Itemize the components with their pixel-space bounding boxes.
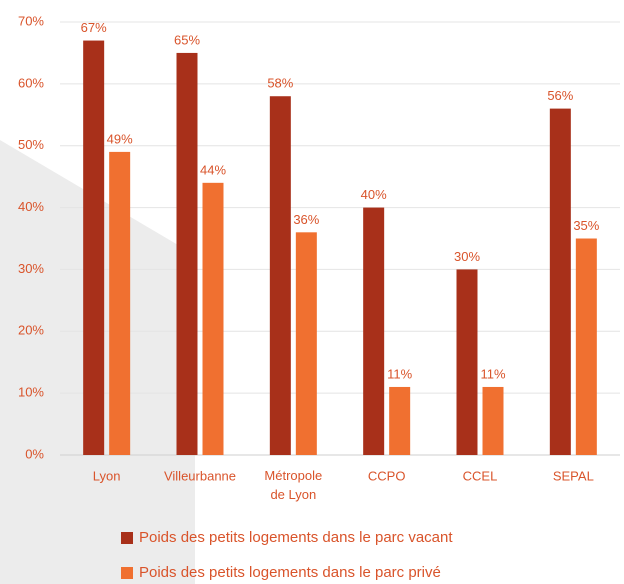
y-tick-label: 70% bbox=[18, 13, 44, 28]
bar bbox=[83, 40, 105, 456]
data-label: 49% bbox=[107, 131, 133, 146]
bar bbox=[109, 151, 131, 455]
y-tick-label: 30% bbox=[18, 261, 44, 276]
x-tick-label: Lyon bbox=[93, 468, 121, 483]
legend-label: Poids des petits logements dans le parc … bbox=[139, 564, 441, 581]
bar bbox=[269, 96, 291, 455]
bar bbox=[389, 386, 411, 455]
x-tick-label: CCPO bbox=[368, 468, 406, 483]
data-label: 36% bbox=[293, 212, 319, 227]
bar bbox=[575, 238, 597, 455]
bar bbox=[482, 386, 504, 455]
y-tick-label: 0% bbox=[25, 446, 44, 461]
x-tick-label: Villeurbanne bbox=[164, 468, 236, 483]
x-tick-label: SEPAL bbox=[553, 468, 594, 483]
legend-swatch bbox=[121, 567, 133, 579]
data-label: 65% bbox=[174, 32, 200, 47]
data-label: 58% bbox=[267, 76, 293, 91]
x-tick-label: Métropole de Lyon bbox=[264, 468, 322, 502]
y-tick-label: 20% bbox=[18, 323, 44, 338]
data-label: 40% bbox=[361, 187, 387, 202]
y-tick-label: 50% bbox=[18, 137, 44, 152]
legend-label: Poids des petits logements dans le parc … bbox=[139, 529, 453, 546]
y-tick-label: 60% bbox=[18, 75, 44, 90]
data-label: 11% bbox=[387, 366, 412, 381]
legend-swatch bbox=[121, 532, 133, 544]
bar bbox=[456, 269, 478, 455]
data-label: 56% bbox=[547, 88, 573, 103]
bar bbox=[295, 232, 317, 455]
data-label: 11% bbox=[480, 366, 505, 381]
bar bbox=[363, 207, 385, 455]
y-tick-label: 10% bbox=[18, 385, 44, 400]
data-label: 30% bbox=[454, 249, 480, 264]
y-tick-label: 40% bbox=[18, 199, 44, 214]
bar bbox=[202, 182, 224, 456]
data-label: 35% bbox=[573, 218, 599, 233]
bar bbox=[176, 52, 198, 456]
x-tick-label: CCEL bbox=[463, 468, 498, 483]
bar bbox=[549, 108, 571, 455]
data-label: 67% bbox=[81, 20, 107, 35]
data-label: 44% bbox=[200, 162, 226, 177]
